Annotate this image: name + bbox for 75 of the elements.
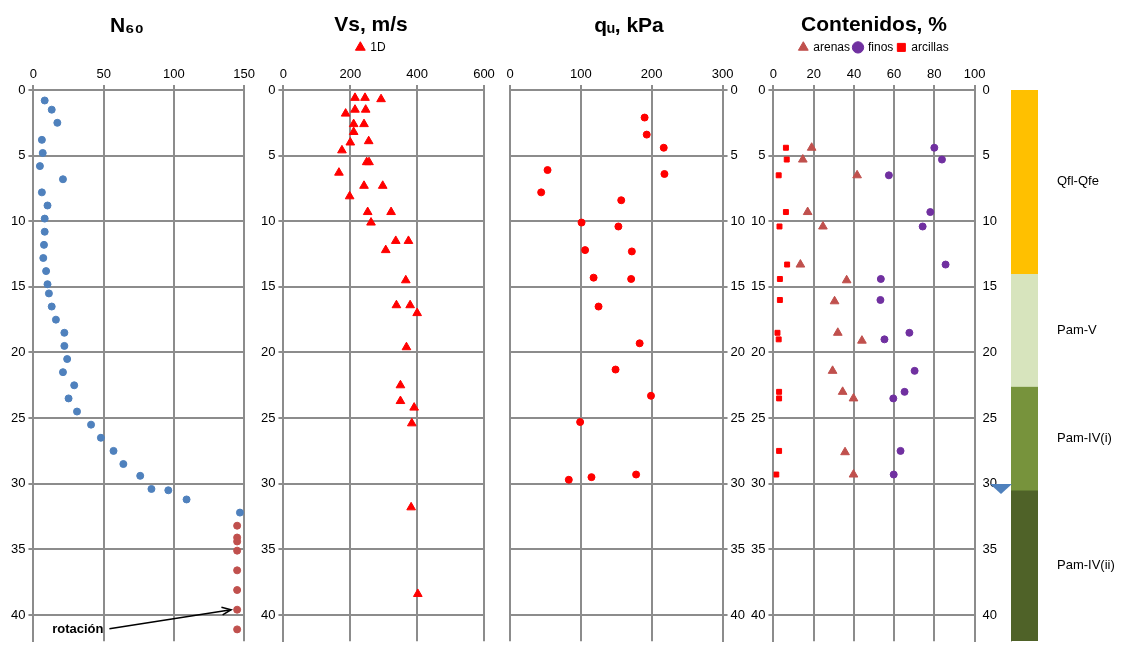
- x-tick-label: 60: [886, 65, 902, 81]
- legend-label: finos: [868, 39, 894, 54]
- y-tick-label: 0: [18, 81, 26, 97]
- x-tick-label: 200: [640, 65, 663, 81]
- chart-title: Contenidos, %: [801, 11, 948, 35]
- y2-tick-label: 5: [730, 147, 738, 163]
- y-tick-label: 20: [260, 344, 276, 360]
- y-tick-label: 5: [268, 147, 276, 163]
- y2-tick-label: 10: [730, 212, 746, 228]
- y2-tick-label: 35: [730, 540, 746, 556]
- y2-tick-label: 40: [730, 606, 746, 622]
- y-tick-label: 0: [268, 81, 276, 97]
- x-tick-label: 0: [29, 65, 38, 81]
- y-tick-label: 5: [758, 147, 766, 163]
- x-tick-label: 200: [339, 65, 362, 81]
- x-tick-label: 80: [927, 65, 942, 81]
- y2-tick-label: 25: [730, 409, 746, 425]
- x-tick-label: 400: [406, 65, 428, 81]
- y2-tick-label: 15: [730, 278, 746, 294]
- chart-title: Vs, m/s: [334, 11, 408, 35]
- y2-tick-label: 25: [982, 409, 998, 425]
- y-tick-label: 35: [750, 540, 766, 556]
- y-tick-label: 20: [10, 344, 26, 360]
- y-tick-label: 10: [750, 212, 766, 228]
- series-label: Pam-IV(i): [1057, 429, 1112, 445]
- chart-title: N₆₀: [109, 13, 145, 37]
- y-tick-label: 25: [260, 409, 276, 425]
- y-tick-label: 40: [260, 606, 276, 622]
- y-tick-label: 15: [260, 278, 276, 294]
- y2-tick-label: 30: [730, 475, 746, 491]
- y2-tick-label: 35: [982, 540, 998, 556]
- y-tick-label: 35: [10, 540, 26, 556]
- y-tick-label: 0: [758, 81, 766, 97]
- y-tick-label: 15: [750, 278, 766, 294]
- legend-label: arcillas: [911, 39, 949, 54]
- y-tick-label: 30: [10, 475, 26, 491]
- legend-label: arenas: [813, 39, 851, 54]
- y-tick-label: 40: [10, 606, 26, 622]
- series-label: Pam-IV(ii): [1057, 557, 1115, 573]
- y-tick-label: 35: [260, 540, 276, 556]
- y-tick-label: 10: [10, 212, 26, 228]
- y-tick-label: 30: [750, 475, 766, 491]
- x-tick-label: 100: [963, 65, 986, 81]
- x-tick-label: 50: [96, 65, 111, 81]
- x-tick-label: 100: [163, 65, 185, 81]
- series-label: Pam-V: [1057, 321, 1098, 337]
- y-tick-label: 25: [750, 409, 766, 425]
- y-tick-label: 30: [260, 475, 276, 491]
- series-label: Qfl-Qfe: [1057, 173, 1099, 189]
- x-tick-label: 20: [806, 65, 821, 81]
- y-tick-label: 15: [10, 278, 26, 294]
- x-tick-label: 40: [846, 65, 862, 81]
- x-tick-label: 150: [233, 65, 256, 81]
- x-tick-label: 0: [279, 65, 288, 81]
- y2-tick-label: 0: [982, 81, 990, 97]
- x-tick-label: 100: [570, 65, 592, 81]
- y-tick-label: 25: [10, 409, 26, 425]
- y2-tick-label: 0: [730, 81, 738, 97]
- chart-title: qᵤ, kPa: [594, 13, 665, 37]
- y-tick-label: 10: [260, 212, 276, 228]
- y2-tick-label: 10: [982, 212, 998, 228]
- y-tick-label: 20: [750, 344, 766, 360]
- y-tick-label: 5: [18, 147, 26, 163]
- y2-tick-label: 20: [730, 344, 746, 360]
- annotation: rotación: [52, 621, 104, 637]
- y-tick-label: 40: [750, 606, 766, 622]
- y2-tick-label: 5: [982, 147, 990, 163]
- x-tick-label: 0: [506, 65, 514, 81]
- y2-tick-label: 20: [982, 344, 998, 360]
- legend-label: 1D: [370, 39, 386, 54]
- x-tick-label: 300: [711, 65, 734, 81]
- x-tick-label: 0: [769, 65, 778, 81]
- x-tick-label: 600: [473, 65, 495, 81]
- y2-tick-label: 15: [982, 278, 998, 294]
- y2-tick-label: 40: [982, 606, 998, 622]
